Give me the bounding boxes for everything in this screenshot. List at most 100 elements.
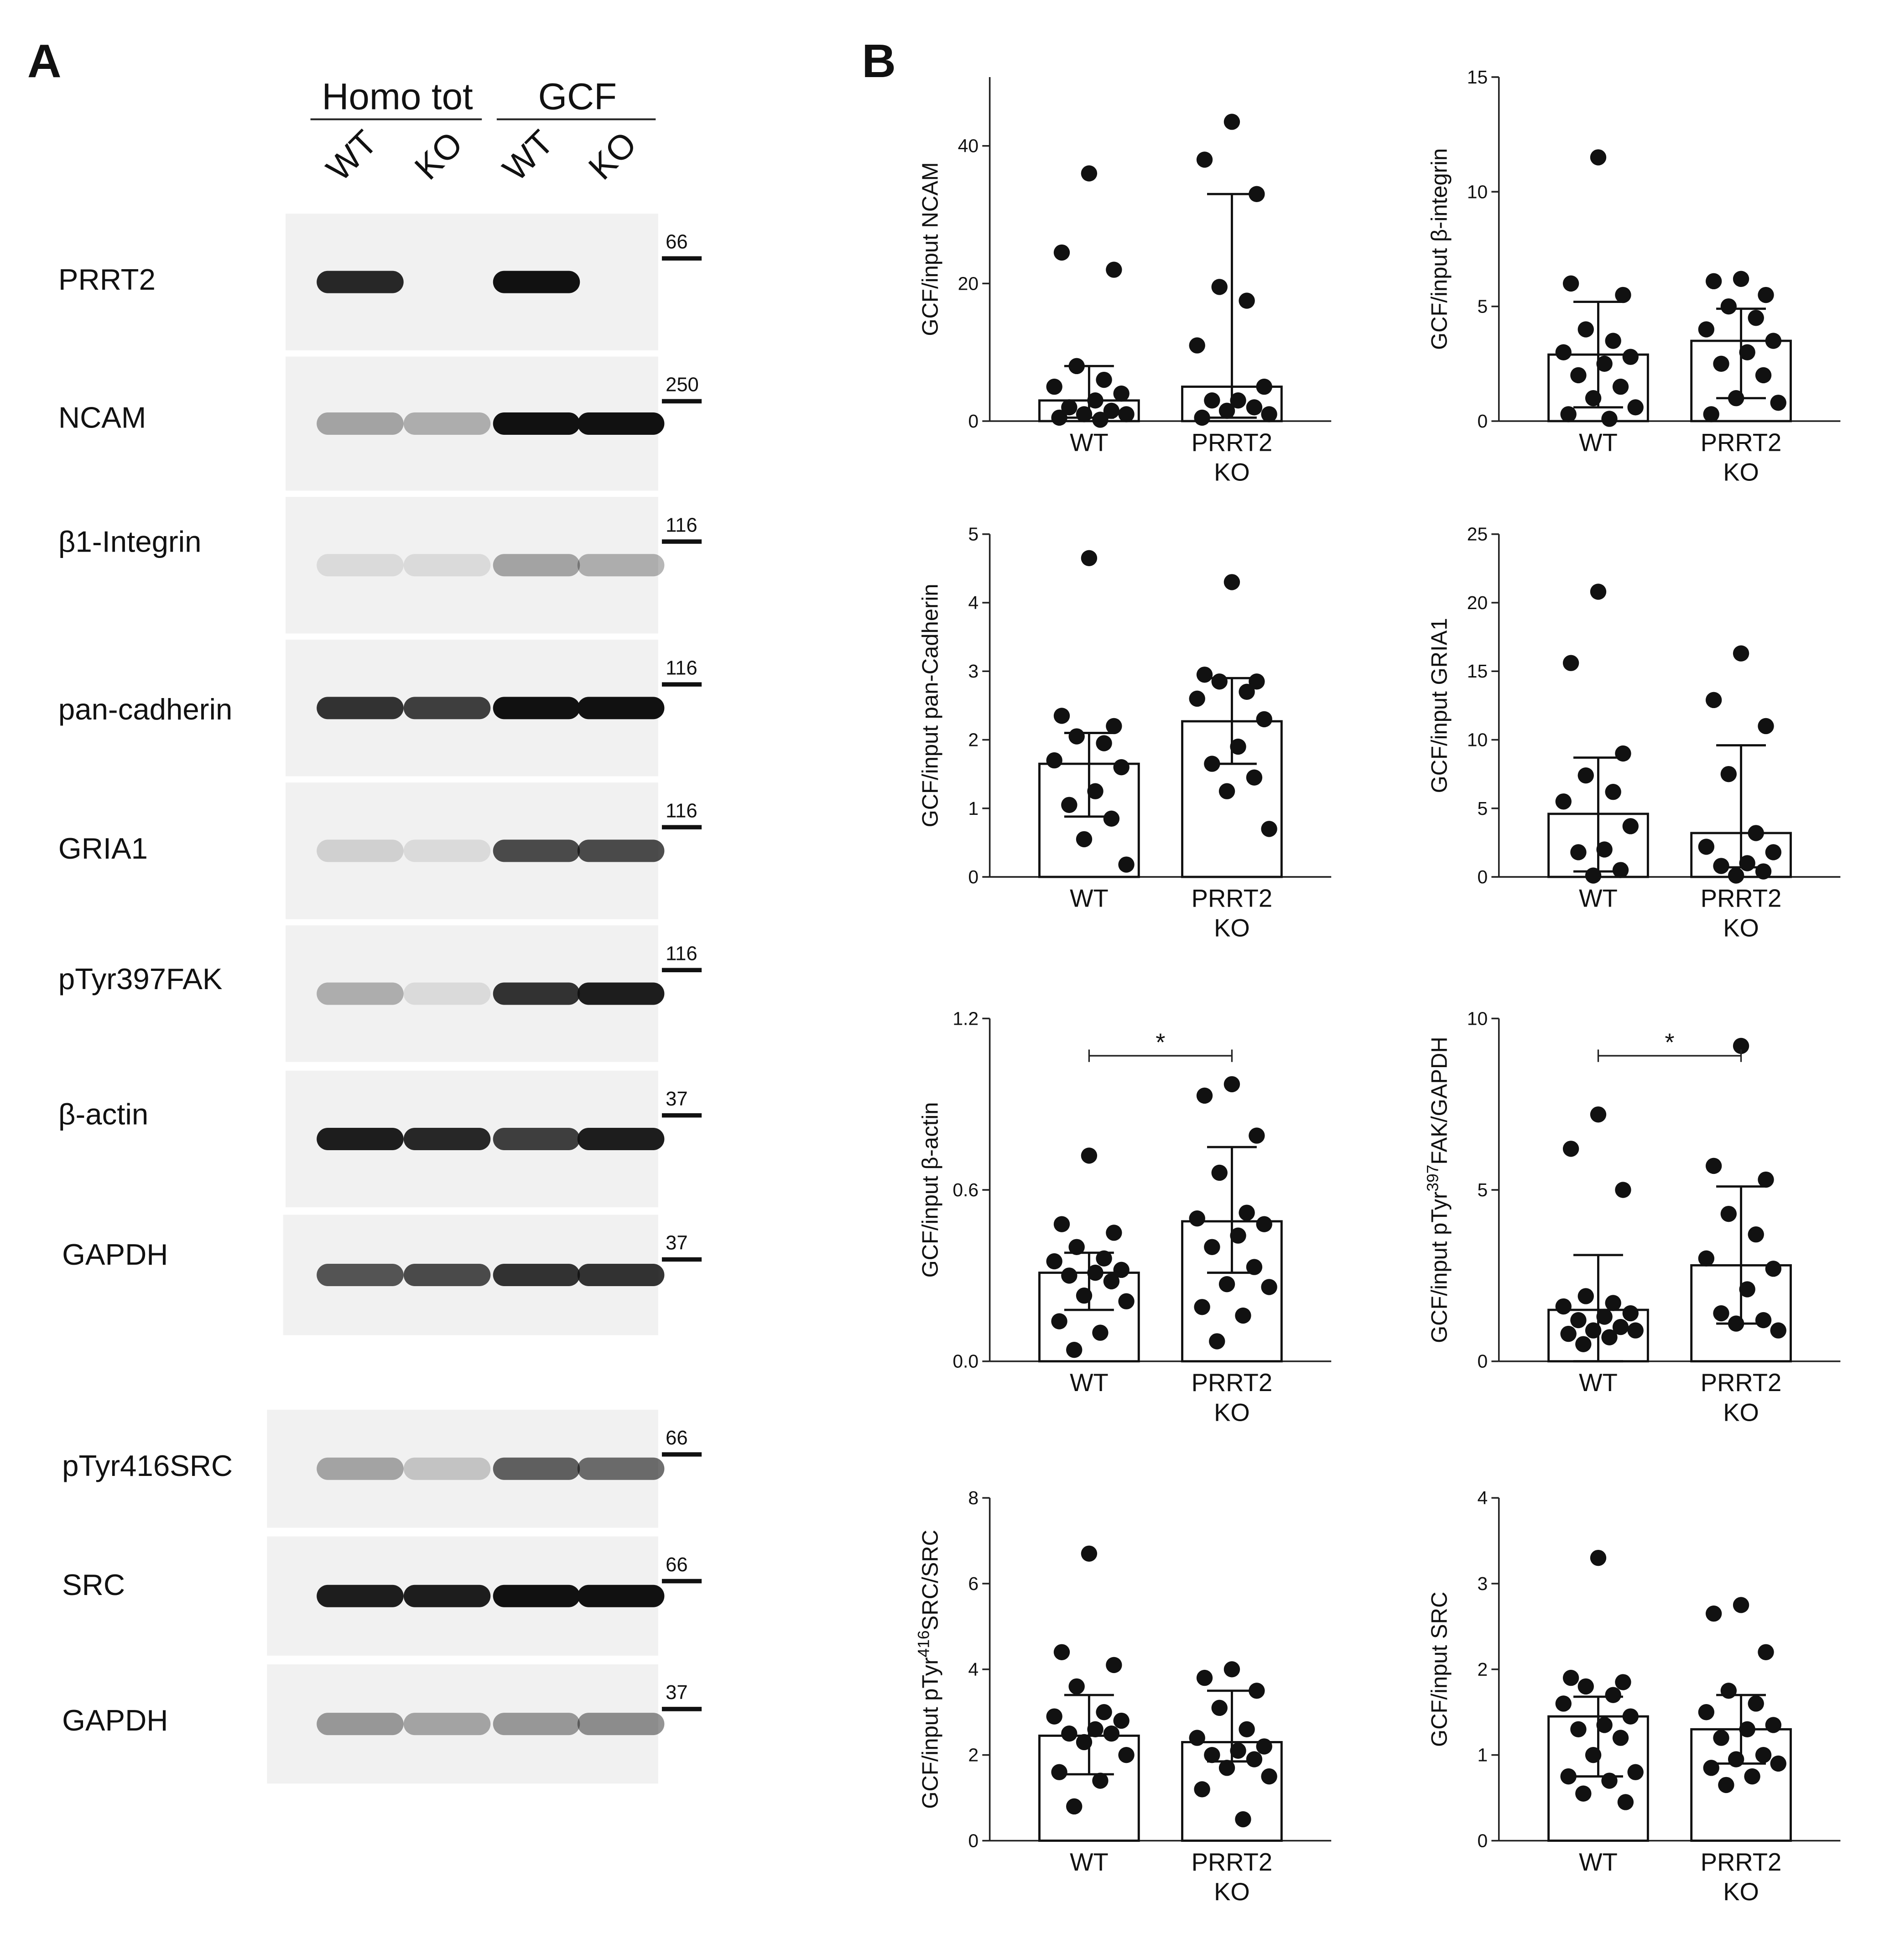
data-point <box>1081 1545 1098 1562</box>
data-point <box>1758 718 1774 735</box>
blot-band <box>403 982 491 1005</box>
x-tick-label: WT <box>1579 430 1618 457</box>
blot-band <box>493 697 580 719</box>
y-tick-label: 5 <box>1478 798 1488 819</box>
data-point <box>1612 378 1629 395</box>
y-tick-label: 1 <box>1478 1745 1488 1766</box>
data-point <box>1106 718 1122 735</box>
data-point <box>1705 1606 1722 1622</box>
data-point <box>1728 1751 1744 1767</box>
blot-band <box>403 1127 491 1150</box>
data-point <box>1765 333 1782 349</box>
x-tick-label-box: WT <box>1579 886 1618 913</box>
y-axis-label-part: 416 <box>915 1630 932 1657</box>
data-point <box>1118 1293 1135 1309</box>
y-tick-label: 10 <box>1467 1008 1488 1029</box>
data-point <box>1755 863 1772 880</box>
x-tick-label-box: PRRT2 KO <box>1192 1850 1273 1907</box>
group-label: GCF <box>538 76 617 118</box>
blot-band <box>317 412 404 435</box>
blot-band <box>317 271 404 293</box>
x-tick-label-box: PRRT2 KO <box>1700 1370 1782 1427</box>
y-tick-label: 0.6 <box>953 1179 979 1200</box>
data-point <box>1096 735 1112 751</box>
data-point <box>1555 793 1572 810</box>
data-point <box>1615 1182 1631 1198</box>
data-point <box>1555 344 1572 360</box>
data-point <box>1622 349 1639 365</box>
data-point <box>1113 385 1130 402</box>
x-tick-label-box: WT <box>1070 1850 1109 1877</box>
data-point <box>1562 1669 1579 1686</box>
data-point <box>1577 1288 1594 1304</box>
data-point <box>1087 783 1104 799</box>
data-point <box>1596 355 1613 372</box>
data-point <box>1728 390 1744 407</box>
data-point <box>1739 1281 1755 1298</box>
data-point <box>1705 1157 1722 1174</box>
y-tick-label: 6 <box>968 1573 979 1594</box>
marker-label: 116 <box>666 657 697 679</box>
blot-band <box>577 1264 665 1287</box>
data-point <box>1249 1683 1265 1699</box>
data-point <box>1577 1678 1594 1695</box>
data-point <box>1570 1721 1587 1738</box>
data-point <box>1570 844 1587 860</box>
y-tick-label: 15 <box>1467 661 1488 682</box>
data-point <box>1223 114 1240 130</box>
y-tick-label: 1.2 <box>953 1008 979 1029</box>
blot-band <box>403 554 491 577</box>
data-point <box>1046 752 1062 769</box>
data-point <box>1590 584 1607 600</box>
y-tick-label: 3 <box>968 661 979 682</box>
blot-label: β-actin <box>58 1098 148 1131</box>
data-point <box>1601 1329 1618 1345</box>
data-point <box>1605 333 1621 349</box>
data-point <box>1748 310 1764 326</box>
data-point <box>1246 769 1263 786</box>
marker-label: 116 <box>666 514 697 536</box>
marker-label: 37 <box>666 1232 687 1254</box>
x-tick-label: PRRT2 KO <box>1191 1370 1273 1427</box>
x-tick-label-box: PRRT2 KO <box>1701 886 1782 943</box>
x-tick-label: WT <box>1579 1849 1618 1877</box>
data-point <box>1053 708 1070 724</box>
bar <box>1181 720 1283 878</box>
marker-label: 116 <box>666 943 697 964</box>
data-point <box>1194 409 1210 426</box>
y-tick-label: 8 <box>968 1487 979 1508</box>
data-point <box>1758 1171 1774 1188</box>
y-tick-label: 0 <box>968 866 979 887</box>
data-point <box>1703 406 1719 422</box>
blot-label: pan-cadherin <box>58 693 232 726</box>
data-point <box>1585 390 1602 407</box>
data-point <box>1249 673 1265 690</box>
data-point <box>1575 1785 1592 1802</box>
data-point <box>1748 1226 1764 1243</box>
data-point <box>1113 1712 1130 1729</box>
marker-label: 37 <box>666 1088 687 1110</box>
data-point <box>1092 1772 1109 1789</box>
y-tick-label: 2 <box>968 1745 979 1766</box>
data-point <box>1612 862 1629 878</box>
blot-band <box>403 412 491 435</box>
blot-band <box>493 982 580 1005</box>
data-point <box>1194 1781 1210 1798</box>
y-tick-label: 0 <box>1478 866 1488 887</box>
blot-band <box>317 554 404 577</box>
y-tick-label: 5 <box>1478 1179 1488 1200</box>
x-tick-label-box: WT <box>1579 1370 1618 1397</box>
marker-label: 116 <box>666 800 697 822</box>
data-point <box>1720 1683 1737 1699</box>
data-point <box>1196 151 1213 168</box>
blot-band <box>577 1457 665 1480</box>
y-axis-label: GCF/input SRC <box>1427 1592 1452 1747</box>
y-axis-label-part: GCF/input pTyr <box>1427 1192 1452 1343</box>
y-tick-label: 20 <box>958 273 979 294</box>
data-point <box>1189 337 1205 354</box>
data-point <box>1627 1764 1644 1780</box>
x-tick-label: PRRT2 KO <box>1700 1370 1782 1427</box>
data-point <box>1113 1261 1130 1278</box>
blot-band <box>493 1713 580 1736</box>
